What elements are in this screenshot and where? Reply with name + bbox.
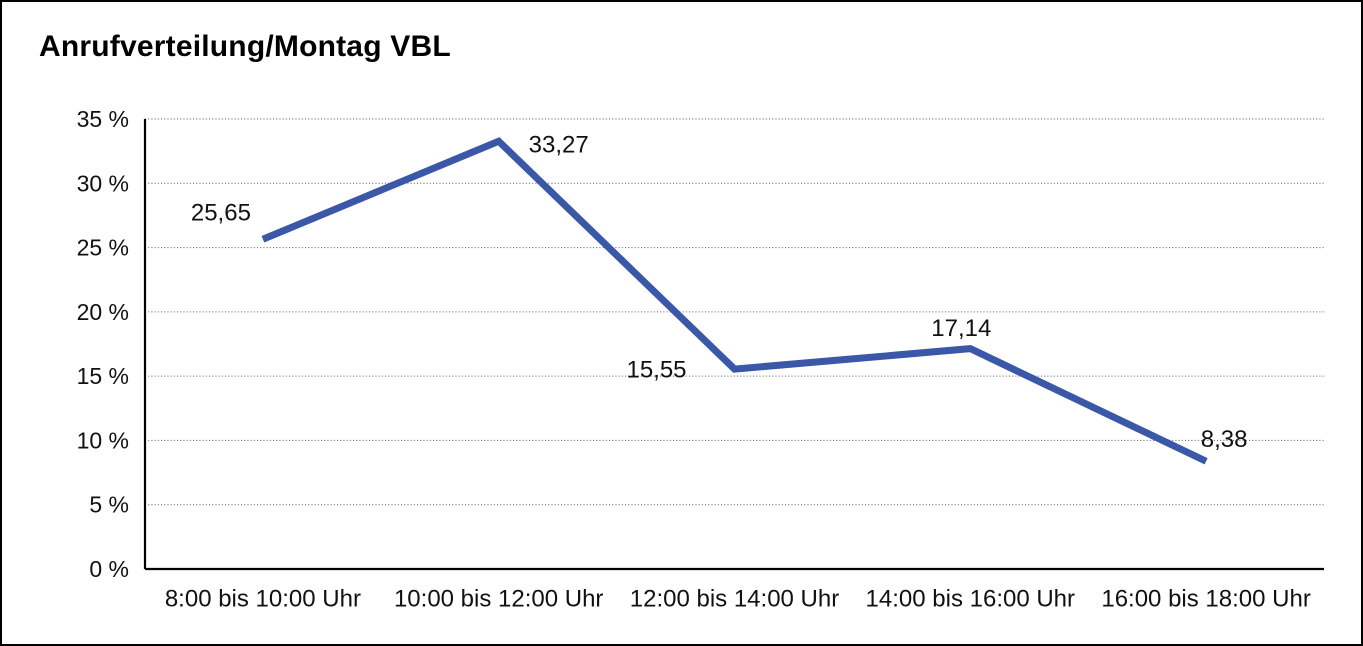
- x-axis-label: 10:00 bis 12:00 Uhr: [394, 586, 603, 613]
- x-axis-label: 16:00 bis 18:00 Uhr: [1101, 586, 1310, 613]
- data-label: 33,27: [529, 132, 589, 159]
- data-label: 25,65: [191, 200, 251, 227]
- x-axis-label: 14:00 bis 16:00 Uhr: [866, 586, 1075, 613]
- data-label: 17,14: [931, 315, 991, 342]
- y-axis-label: 35 %: [77, 106, 129, 132]
- data-label: 15,55: [626, 357, 686, 384]
- y-axis-label: 30 %: [77, 170, 129, 196]
- y-axis-label: 25 %: [77, 235, 129, 261]
- y-axis-label: 20 %: [77, 299, 129, 325]
- y-axis-label: 0 %: [89, 556, 129, 582]
- chart-title: Anrufverteilung/Montag VBL: [39, 30, 451, 63]
- y-axis-label: 10 %: [77, 427, 129, 453]
- x-axis-label: 12:00 bis 14:00 Uhr: [630, 586, 839, 613]
- series-line: [261, 137, 1208, 465]
- x-axis-label: 8:00 bis 10:00 Uhr: [165, 586, 361, 613]
- y-axis-label: 5 %: [89, 492, 129, 518]
- data-label: 8,38: [1201, 426, 1248, 453]
- y-axis-label: 15 %: [77, 363, 129, 389]
